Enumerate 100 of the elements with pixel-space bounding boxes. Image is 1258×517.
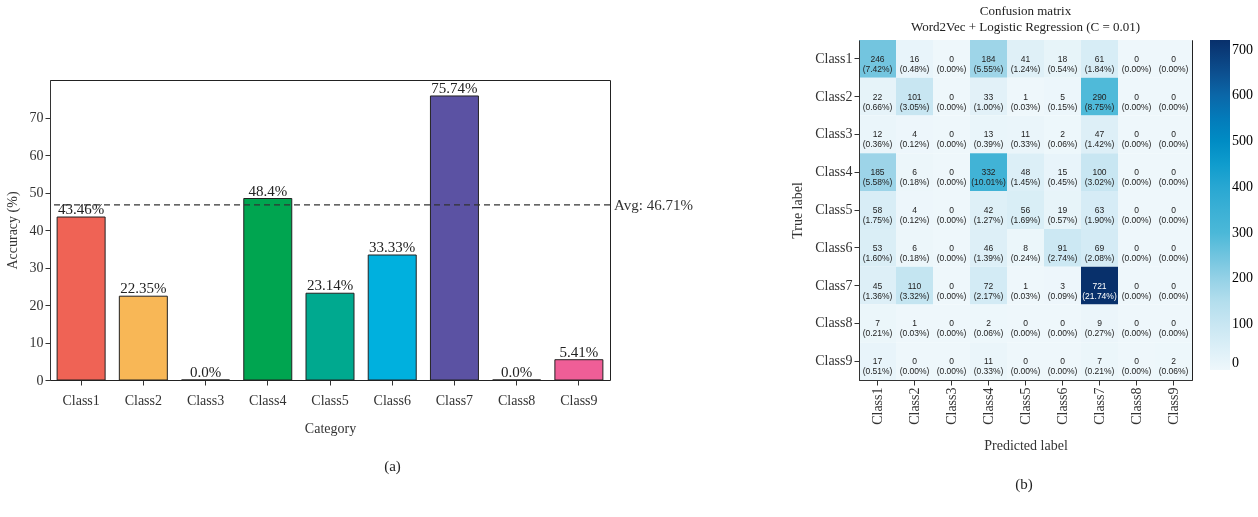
x-tick-label: Class2 [906, 387, 922, 425]
data-label: 12 (0.36%) [862, 129, 893, 150]
data-label: 0 (0.00%) [936, 280, 967, 301]
data-label: 0 (0.00%) [936, 53, 967, 74]
data-label: 11 (0.33%) [973, 356, 1004, 377]
data-label: 53 (1.60%) [862, 242, 893, 263]
data-label: 0 (0.00%) [1158, 280, 1189, 301]
data-label: 0 (0.00%) [1121, 318, 1152, 339]
data-label: 2 (0.06%) [1158, 356, 1189, 377]
y-tick-label: Class2 [815, 88, 853, 104]
data-label: 0 (0.00%) [1121, 91, 1152, 112]
data-label: 6 (0.18%) [899, 242, 930, 263]
y-tick-label: 10 [29, 335, 44, 350]
data-label: 8 (0.24%) [1010, 242, 1041, 263]
data-label: 19 (0.57%) [1047, 205, 1078, 225]
data-label: 61 (1.84%) [1084, 53, 1115, 74]
y-tick-label: 0 [36, 372, 44, 388]
data-label: 0 (0.00%) [1121, 242, 1152, 263]
data-label: 91 (2.74%) [1047, 242, 1078, 263]
data-label: 13 (0.39%) [973, 129, 1004, 150]
data-label: 58 (1.75%) [862, 205, 893, 225]
x-axis-title: Category [304, 420, 357, 436]
x-tick-label: Class1 [869, 387, 885, 425]
y-axis-title: Accuracy (%) [4, 191, 21, 270]
data-label: 41 (1.24%) [1010, 53, 1041, 74]
data-label: 1 (0.03%) [1010, 91, 1041, 112]
x-tick-label: Class5 [311, 392, 349, 408]
data-label: 42 (1.27%) [973, 205, 1004, 225]
data-label: 45 (1.36%) [862, 280, 893, 301]
color-bar-label: 500 [1232, 133, 1253, 149]
data-label: 16 (0.48%) [899, 53, 930, 74]
x-axis-title: Predicted label [984, 437, 1068, 453]
data-label: 22.35% [120, 280, 167, 297]
data-label: 7 (0.21%) [1084, 356, 1115, 377]
data-label: 100 (3.02%) [1084, 167, 1115, 188]
data-label: 0 (0.00%) [1158, 242, 1189, 263]
color-bar-label: 400 [1232, 178, 1253, 194]
data-label: 5.41% [559, 343, 599, 360]
x-tick-label: Class9 [560, 392, 598, 408]
data-label: 22 (0.66%) [862, 91, 893, 112]
data-label: 0.0% [189, 364, 222, 380]
y-tick-label: 20 [29, 297, 44, 313]
data-label: 0 (0.00%) [1121, 205, 1152, 225]
data-label: 1 (0.03%) [899, 318, 930, 339]
x-tick-label: Class7 [1091, 387, 1107, 425]
x-tick-label: Class9 [1165, 387, 1181, 425]
color-bar-label: 700 [1232, 41, 1253, 57]
data-label: 2 (0.06%) [973, 318, 1004, 339]
data-label: 0 (0.00%) [1121, 129, 1152, 150]
chart-subtitle: Word2Vec + Logistic Regression (C = 0.01) [910, 19, 1141, 34]
color-bar-label: 300 [1232, 224, 1253, 240]
data-label: 48 (1.45%) [1010, 167, 1041, 188]
color-bar-label: 200 [1232, 270, 1253, 286]
data-label: 56 (1.69%) [1010, 205, 1041, 225]
data-label: 6 (0.18%) [899, 167, 930, 188]
data-label: 3 (0.09%) [1047, 280, 1078, 301]
data-label: 110 (3.32%) [899, 280, 930, 301]
text: (a) [384, 458, 401, 475]
data-label: 184 (5.55%) [973, 53, 1004, 74]
color-bar-label: 600 [1232, 87, 1253, 103]
y-tick-label: 60 [29, 147, 44, 163]
data-label: 0 (0.00%) [899, 356, 930, 377]
data-label: 5 (0.15%) [1047, 91, 1078, 112]
data-label: 15 (0.45%) [1047, 167, 1078, 188]
x-tick-label: Class7 [435, 392, 474, 408]
data-label: 0 (0.00%) [936, 205, 967, 225]
chart-title: Confusion matrix [979, 3, 1072, 18]
data-label: 1 (0.03%) [1010, 280, 1041, 301]
data-label: 4 (0.12%) [899, 205, 930, 225]
data-label: 17 (0.51%) [862, 356, 893, 377]
data-label: 0 (0.00%) [936, 91, 967, 112]
data-label: 33 (1.00%) [973, 91, 1004, 112]
y-tick-label: 40 [29, 222, 44, 238]
data-label: 4 (0.12%) [899, 129, 930, 150]
y-tick-label: Class6 [815, 239, 853, 255]
data-label: 69 (2.08%) [1084, 242, 1115, 263]
x-tick-label: Class1 [62, 392, 100, 408]
y-tick-label: Class5 [815, 202, 853, 217]
y-tick-label: Class1 [815, 50, 853, 66]
data-label: 0.0% [501, 364, 533, 380]
y-axis-title: True label [790, 182, 806, 239]
y-tick-label: Class3 [815, 126, 853, 142]
data-label: 0 (0.00%) [1158, 167, 1189, 188]
color-bar-label: 100 [1232, 316, 1253, 332]
y-tick-label: 50 [29, 185, 44, 200]
x-tick-label: Class4 [249, 392, 287, 408]
x-tick-label: Class3 [943, 387, 959, 425]
data-label: 72 (2.17%) [973, 280, 1004, 301]
y-tick-label: 30 [29, 260, 44, 275]
data-label: 48.4% [248, 182, 288, 199]
data-label: 7 (0.21%) [862, 318, 893, 339]
x-tick-label: Class2 [124, 392, 163, 408]
data-label: 63 (1.90%) [1084, 205, 1115, 225]
x-tick-label: Class4 [980, 387, 996, 425]
ref-line-label: Avg: 46.71% [614, 196, 693, 213]
data-label: 11 (0.33%) [1010, 129, 1041, 150]
data-label: 47 (1.42%) [1084, 129, 1115, 150]
y-tick-label: Class9 [815, 353, 853, 369]
data-label: 185 (5.58%) [862, 167, 893, 188]
data-label: 0 (0.00%) [1158, 91, 1189, 112]
